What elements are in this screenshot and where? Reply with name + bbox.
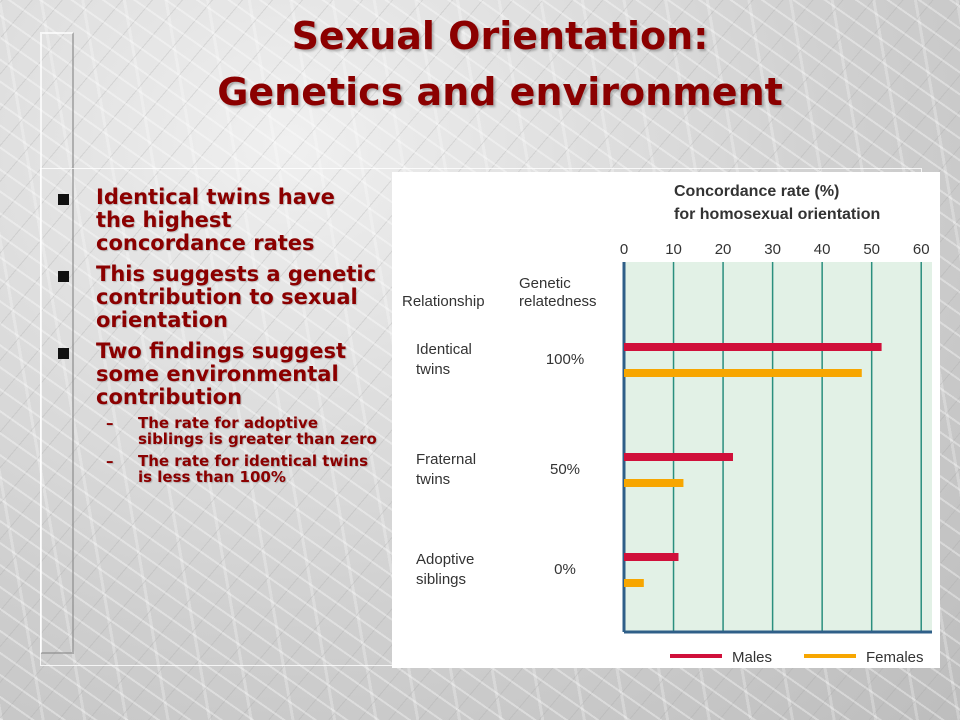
bar-females <box>624 479 684 487</box>
x-tick-labels: 0 10 20 30 40 50 60 <box>620 241 930 258</box>
bar-males <box>624 343 882 351</box>
sub-bullet-text: The rate for adoptive siblings is greate… <box>138 414 377 448</box>
x-tick-label: 30 <box>764 241 781 258</box>
genetic-header-line2: relatedness <box>519 293 597 310</box>
sub-bullet-item: – The rate for adoptive siblings is grea… <box>96 415 378 447</box>
sub-bullet-text: The rate for identical twins is less tha… <box>138 452 369 486</box>
dash-bullet-icon: – <box>106 452 114 470</box>
x-tick-label: 10 <box>665 241 682 258</box>
square-bullet-icon <box>58 348 69 359</box>
dash-bullet-icon: – <box>106 414 114 432</box>
genetic-header-line1: Genetic <box>519 275 571 292</box>
square-bullet-icon <box>58 194 69 205</box>
legend: Males Females <box>670 649 924 666</box>
category-label-line1: Identical <box>416 341 472 358</box>
x-tick-label: 50 <box>863 241 880 258</box>
bars <box>624 343 882 587</box>
chart-title-line2: for homosexual orientation <box>674 206 880 223</box>
slide-title-line2: Genetics and environment <box>217 70 783 114</box>
legend-label-males: Males <box>732 649 772 666</box>
x-tick-label: 20 <box>715 241 732 258</box>
bullet-text: This suggests a genetic contribution to … <box>96 262 377 332</box>
chart-svg: Concordance rate (%) for homosexual orie… <box>402 183 932 666</box>
relatedness-label: 100% <box>546 351 584 368</box>
x-tick-label: 0 <box>620 241 628 258</box>
plot-area <box>622 262 932 634</box>
bullet-list: Identical twins have the highest concord… <box>58 186 378 493</box>
chart-title-line1: Concordance rate (%) <box>674 183 839 200</box>
bullet-item: Two findings suggest some environmental … <box>58 340 378 485</box>
bar-females <box>624 369 862 377</box>
bar-males <box>624 453 733 461</box>
category-label-line2: twins <box>416 361 450 378</box>
category-label-line2: twins <box>416 471 450 488</box>
bar-males <box>624 553 679 561</box>
category-label-line1: Adoptive <box>416 551 474 568</box>
category-labels: Identical twins 100% Fraternal twins 50% Adopt… <box>416 341 584 588</box>
bullet-text: Two findings suggest some environmental … <box>96 339 346 409</box>
plot-background <box>624 262 932 632</box>
sub-bullet-item: – The rate for identical twins is less t… <box>96 453 378 485</box>
relatedness-label: 0% <box>554 561 576 578</box>
relationship-header: Relationship <box>402 293 485 310</box>
bullet-item: Identical twins have the highest concord… <box>58 186 378 255</box>
x-tick-label: 60 <box>913 241 930 258</box>
slide-title-line1: Sexual Orientation: <box>291 14 709 58</box>
legend-label-females: Females <box>866 649 924 666</box>
slide-frame-vertical <box>40 32 74 654</box>
relatedness-label: 50% <box>550 461 580 478</box>
category-label-line1: Fraternal <box>416 451 476 468</box>
slide-title: Sexual Orientation: Genetics and environ… <box>90 8 910 120</box>
category-label-line2: siblings <box>416 571 466 588</box>
sub-bullet-list: – The rate for adoptive siblings is grea… <box>96 415 378 485</box>
bullet-text: Identical twins have the highest concord… <box>96 185 335 255</box>
x-tick-label: 40 <box>814 241 831 258</box>
square-bullet-icon <box>58 271 69 282</box>
concordance-chart: Concordance rate (%) for homosexual orie… <box>392 172 940 668</box>
bar-females <box>624 579 644 587</box>
bullet-item: This suggests a genetic contribution to … <box>58 263 378 332</box>
